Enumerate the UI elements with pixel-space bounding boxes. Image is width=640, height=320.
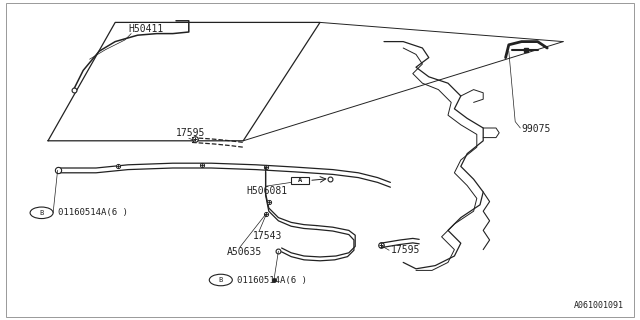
Text: H50411: H50411 <box>128 24 163 34</box>
Text: A: A <box>298 178 302 183</box>
Text: B: B <box>40 210 44 216</box>
Text: 99075: 99075 <box>522 124 551 134</box>
Text: A061001091: A061001091 <box>574 301 624 310</box>
Text: B: B <box>219 277 223 283</box>
Text: A50635: A50635 <box>227 247 262 257</box>
Text: 01160514A(6 ): 01160514A(6 ) <box>237 276 307 284</box>
Bar <box>291 177 309 184</box>
Text: 01160514A(6 ): 01160514A(6 ) <box>58 208 127 217</box>
Text: H506081: H506081 <box>246 186 287 196</box>
Text: 17543: 17543 <box>253 231 282 241</box>
Text: 17595: 17595 <box>390 245 420 255</box>
Text: 17595: 17595 <box>176 128 205 138</box>
